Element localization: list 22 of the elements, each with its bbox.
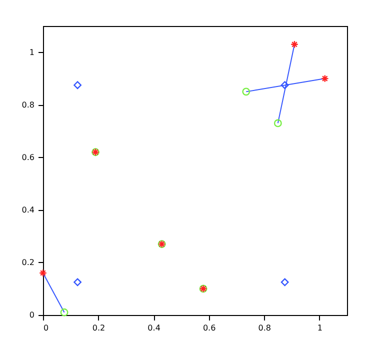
point: [274, 119, 282, 128]
x-tick-label: 0.2: [92, 324, 106, 332]
y-tick-label: 0: [29, 310, 34, 320]
y-tick-label: 1: [29, 48, 34, 57]
y-tick-label: 0.6: [22, 152, 34, 162]
x-tick-label: 0.8: [258, 324, 271, 332]
point: [242, 88, 250, 96]
point: [39, 269, 47, 277]
x-tick-label: 0.6: [202, 324, 216, 332]
point: [74, 81, 82, 90]
point: [60, 308, 68, 316]
x-tick-label: 0.4: [148, 324, 160, 332]
y-tick-label: 0.4: [22, 205, 34, 214]
point: [74, 278, 82, 286]
point: [320, 74, 329, 82]
x-tick-label: 1: [317, 324, 322, 332]
y-tick-label: 0.8: [22, 100, 34, 110]
point: [290, 40, 298, 48]
x-tick-label: 0: [44, 324, 49, 332]
point: [280, 81, 289, 90]
point: [280, 278, 289, 286]
y-tick-label: 0.2: [22, 258, 34, 267]
